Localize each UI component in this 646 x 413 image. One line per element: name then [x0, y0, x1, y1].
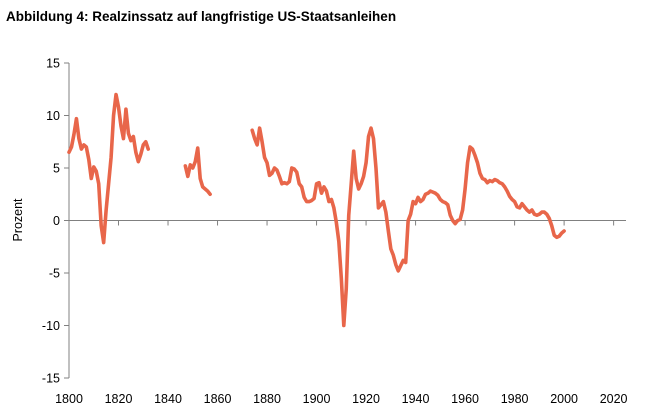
x-tick-label: 1920 [352, 392, 380, 406]
chart-title: Abbildung 4: Realzinssatz auf langfristi… [6, 9, 397, 24]
x-tick-label: 1980 [501, 392, 529, 406]
x-tick-label: 1820 [105, 392, 133, 406]
y-axis-label: Prozent [11, 198, 25, 242]
series-line-segment [183, 146, 212, 197]
y-tick-label: -10 [42, 319, 60, 333]
y-tick-label: 5 [53, 162, 60, 176]
x-tick-label: 1800 [55, 392, 83, 406]
series-line-segment [67, 92, 151, 245]
axes [64, 62, 626, 379]
x-tick-label: 1900 [303, 392, 331, 406]
y-tick-label: -5 [49, 267, 60, 281]
x-tick-label: 1840 [154, 392, 182, 406]
y-tick-label: 10 [46, 109, 60, 123]
x-tick-label: 1880 [253, 392, 281, 406]
tick-labels: 15 10 5 0 -5 -10 -15 1800 1820 1840 1860 1880 1900 19… [42, 57, 628, 407]
x-tick-label: 2000 [550, 392, 578, 406]
series-line-segment [250, 126, 566, 328]
x-tick-label: 1940 [402, 392, 430, 406]
y-tick-label: -15 [42, 372, 60, 386]
x-tick-label: 2020 [600, 392, 628, 406]
x-tick-label: 1860 [204, 392, 232, 406]
series-group [67, 92, 566, 328]
x-tick-label: 1960 [451, 392, 479, 406]
y-tick-label: 0 [53, 214, 60, 228]
y-tick-label: 15 [46, 57, 60, 71]
